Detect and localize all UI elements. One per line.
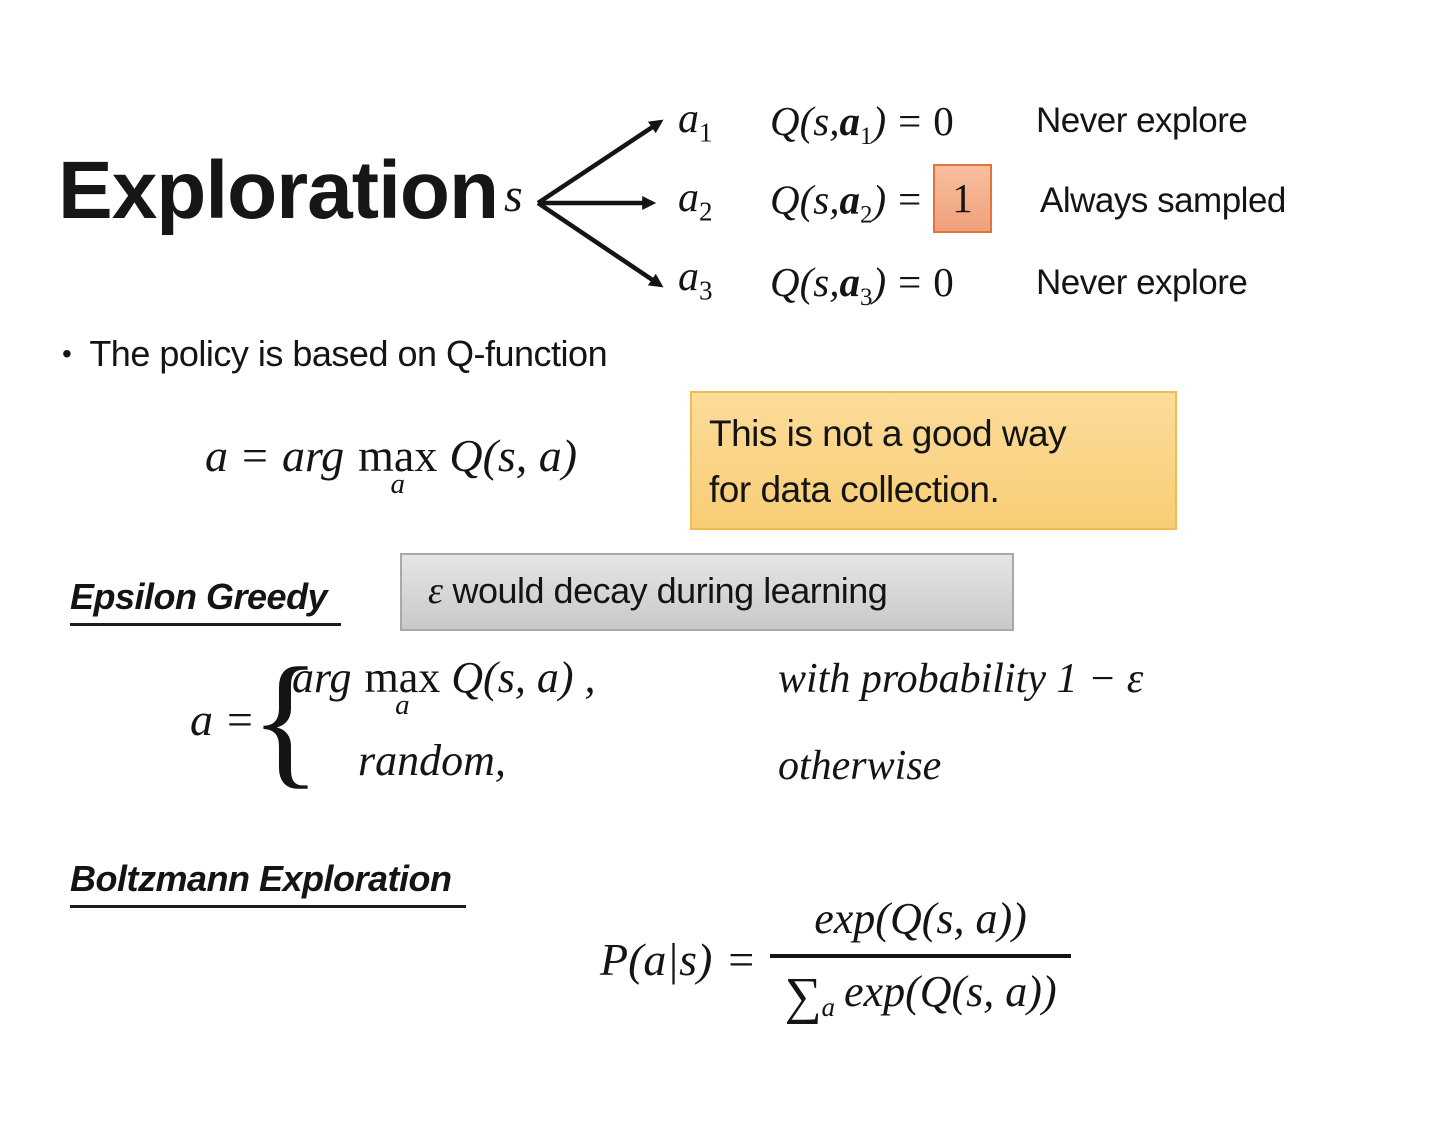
q-value: 1: [952, 175, 973, 221]
q-arg: a: [839, 176, 860, 223]
note-line-2: for data collection.: [709, 468, 1000, 510]
max-operator: max a: [358, 429, 438, 499]
q-close: ): [872, 176, 887, 223]
condition-otherwise: otherwise: [778, 743, 942, 789]
action-index: 2: [699, 196, 713, 227]
formula-var: a: [205, 430, 228, 481]
boltzmann-formula: P(a|s) = exp(Q(s, a)) ∑a exp(Q(s, a)): [600, 893, 1071, 1026]
q-value: 0: [933, 259, 954, 305]
equals-sign: =: [728, 934, 755, 985]
epsilon-decay-note: ε would decay during learning: [400, 553, 1014, 631]
equals-sign: =: [227, 694, 253, 745]
note-line-1: This is not a good way: [709, 413, 1067, 454]
equals-sign: =: [898, 176, 922, 223]
sum-subscript: a: [821, 991, 836, 1022]
cases-brace: {: [250, 638, 322, 802]
q-prefix: Q(s,: [770, 176, 840, 223]
q-value-highlight-box: 1: [933, 164, 992, 234]
row-note-1: Never explore: [1036, 101, 1248, 140]
q-value: 0: [933, 98, 954, 144]
formula-var: a: [190, 694, 213, 745]
case-greedy: arg max a Q(s, a) ,: [292, 652, 596, 720]
equals-sign: =: [242, 430, 268, 481]
fraction: exp(Q(s, a)) ∑a exp(Q(s, a)): [770, 893, 1071, 1026]
q-equation-row-3: Q(s,a3) = 0: [770, 258, 954, 313]
q-arg-index: 2: [859, 201, 873, 229]
state-label: s: [504, 169, 523, 222]
q-prefix: Q(s,: [770, 98, 840, 144]
equals-sign: =: [898, 259, 922, 305]
action-label-a3: a3: [678, 256, 713, 304]
bullet-marker: •: [62, 338, 72, 369]
max-operator: max a: [364, 652, 441, 720]
action-var: a: [678, 96, 699, 142]
row-note-2: Always sampled: [1040, 181, 1286, 220]
epsilon-symbol: ε: [428, 570, 443, 612]
sum-symbol: ∑: [784, 968, 822, 1025]
case-random: random,: [358, 736, 506, 785]
denominator-expression: exp(Q(s, a)): [844, 967, 1057, 1016]
fraction-denominator: ∑a exp(Q(s, a)): [784, 958, 1056, 1026]
data-collection-note: This is not a good way for data collecti…: [690, 391, 1177, 530]
arrow-to-a1: [536, 119, 664, 205]
action-index: 3: [699, 275, 713, 306]
probability-lhs: P(a|s): [600, 934, 713, 985]
max-subscript: a: [390, 468, 406, 500]
q-arg-index: 1: [859, 123, 873, 151]
max-word: max: [364, 653, 441, 702]
q-arg-index: 3: [859, 284, 873, 312]
q-equation-row-2: Q(s,a2) = 1: [770, 164, 992, 234]
q-expression: Q(s, a) ,: [451, 653, 596, 702]
q-expression: Q(s, a): [449, 430, 578, 481]
arg-word: arg: [281, 430, 345, 481]
condition-probability: with probability 1 − ε: [778, 656, 1144, 702]
q-equation-row-1: Q(s,a1) = 0: [770, 97, 954, 152]
equals-sign: =: [898, 98, 922, 144]
q-arg: a: [839, 259, 860, 305]
arg-word: arg: [292, 653, 352, 702]
action-label-a1: a1: [678, 98, 713, 146]
q-arg: a: [839, 98, 860, 144]
action-label-a2: a2: [678, 177, 713, 225]
action-var: a: [678, 175, 699, 221]
action-index: 1: [699, 117, 713, 148]
boltzmann-heading: Boltzmann Exploration: [70, 858, 466, 908]
action-var: a: [678, 254, 699, 300]
slide-title: Exploration: [58, 145, 499, 236]
q-close: ): [872, 98, 887, 144]
argmax-formula: a = arg max a Q(s, a): [205, 428, 578, 499]
bullet-text: The policy is based on Q-function: [89, 333, 608, 374]
q-prefix: Q(s,: [770, 259, 840, 305]
max-word: max: [358, 430, 438, 481]
cases-lhs: a =: [190, 692, 253, 746]
row-note-3: Never explore: [1036, 263, 1248, 302]
max-subscript: a: [395, 689, 410, 721]
fraction-numerator: exp(Q(s, a)): [770, 893, 1071, 958]
action-arrows-diagram: [536, 119, 664, 288]
arrow-to-a3: [536, 201, 664, 288]
q-close: ): [872, 259, 887, 305]
epsilon-greedy-heading: Epsilon Greedy: [70, 576, 342, 626]
policy-bullet: • The policy is based on Q-function: [62, 333, 608, 375]
decay-note-text: would decay during learning: [452, 570, 888, 611]
